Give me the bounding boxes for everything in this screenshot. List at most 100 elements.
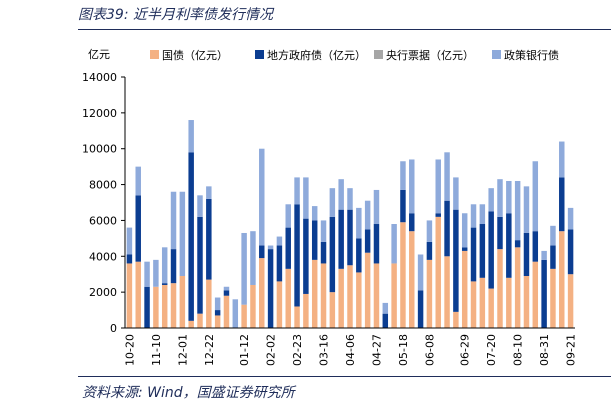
bar-guozhai-48 <box>550 268 556 328</box>
bar-difang-49 <box>559 177 565 232</box>
bar-guozhai-24 <box>338 268 344 328</box>
bar-difang-42 <box>497 216 503 250</box>
bar-zhengce-50 <box>567 207 574 230</box>
bar-zhengce-14 <box>250 231 256 285</box>
bar-zhengce-29 <box>382 302 389 314</box>
bar-guozhai-42 <box>497 249 503 328</box>
title-divider <box>78 29 611 30</box>
bar-zhengce-46 <box>532 161 539 232</box>
bar-guozhai-43 <box>506 277 512 328</box>
bar-difang-23 <box>329 216 336 293</box>
bar-zhengce-0 <box>126 227 133 255</box>
bar-difang-50 <box>567 229 574 275</box>
bar-guozhai-11 <box>223 295 230 328</box>
x-tick-label: 04-06 <box>344 334 357 366</box>
bar-difang-17 <box>276 245 283 282</box>
bar-guozhai-36 <box>444 256 450 328</box>
bar-guozhai-37 <box>453 311 459 328</box>
bar-difang-9 <box>206 198 212 280</box>
bar-zhengce-28 <box>373 189 380 225</box>
bar-difang-38 <box>461 247 468 251</box>
bar-guozhai-35 <box>435 216 441 328</box>
bar-guozhai-23 <box>329 292 336 328</box>
x-tick-label: 11-10 <box>150 334 163 366</box>
bar-zhengce-6 <box>179 191 186 276</box>
y-tick-label: 12000 <box>82 107 117 120</box>
bar-zhengce-7 <box>188 120 194 153</box>
bar-guozhai-0 <box>126 263 133 328</box>
bar-zhengce-45 <box>523 186 530 233</box>
bar-difang-46 <box>532 231 539 262</box>
bar-guozhai-27 <box>364 252 371 328</box>
bar-difang-44 <box>514 240 521 248</box>
bar-guozhai-1 <box>135 261 141 328</box>
bar-difang-25 <box>347 209 353 266</box>
bar-zhengce-39 <box>470 204 477 228</box>
bar-difang-40 <box>479 224 486 278</box>
y-axis-unit-label: 亿元 <box>88 48 110 61</box>
legend-swatch-guozhai <box>150 50 159 59</box>
bar-zhengce-41 <box>488 188 494 212</box>
x-tick-label: 12-01 <box>176 334 189 366</box>
bar-zhengce-10 <box>214 297 221 311</box>
legend-swatch-difang <box>255 50 264 59</box>
bar-guozhai-13 <box>241 304 247 328</box>
bar-difang-4 <box>161 283 168 285</box>
bar-difang-10 <box>214 310 221 316</box>
bar-zhengce-5 <box>170 191 177 250</box>
bar-difang-29 <box>382 313 389 328</box>
bar-zhengce-4 <box>161 247 168 284</box>
figure-title: 图表39: 近半月利率债发行情况 <box>78 7 273 23</box>
bar-difang-33 <box>417 290 424 328</box>
bar-difang-31 <box>400 189 406 223</box>
bar-zhengce-13 <box>241 232 247 305</box>
bar-zhengce-3 <box>153 259 159 287</box>
legend-swatch-yangxing <box>374 50 383 59</box>
bar-zhengce-42 <box>497 179 503 217</box>
y-tick-label: 6000 <box>89 214 117 227</box>
bar-guozhai-18 <box>285 268 291 328</box>
bar-zhengce-8 <box>197 195 203 217</box>
bar-zhengce-48 <box>550 225 556 246</box>
bar-difang-32 <box>409 213 415 232</box>
bar-guozhai-38 <box>461 250 468 328</box>
legend-label-yangxing: 央行票据（亿元） <box>386 48 474 62</box>
x-tick-label: 09-21 <box>565 334 578 366</box>
bar-guozhai-50 <box>567 274 574 328</box>
bar-difang-34 <box>426 241 433 260</box>
bar-zhengce-1 <box>135 166 141 196</box>
bar-guozhai-46 <box>532 261 539 328</box>
x-tick-label: 08-10 <box>512 334 525 366</box>
bar-guozhai-25 <box>347 265 353 328</box>
bar-guozhai-21 <box>311 259 318 328</box>
bar-difang-21 <box>311 220 318 260</box>
x-tick-label: 02-23 <box>291 334 304 366</box>
legend-label-guozhai: 国债（亿元） <box>162 48 228 62</box>
x-tick-label: 01-12 <box>238 334 251 366</box>
bar-zhengce-44 <box>514 180 521 241</box>
bar-difang-18 <box>285 227 291 269</box>
bar-zhengce-34 <box>426 220 433 242</box>
bar-difang-48 <box>550 245 556 269</box>
bar-guozhai-44 <box>514 247 521 328</box>
x-tick-label: 06-08 <box>423 334 436 366</box>
bar-guozhai-7 <box>188 320 194 328</box>
bar-difang-22 <box>320 241 327 264</box>
bar-guozhai-28 <box>373 263 380 328</box>
bar-difang-35 <box>435 213 441 217</box>
bar-difang-19 <box>294 204 300 307</box>
bar-zhengce-9 <box>206 186 212 199</box>
y-tick-label: 10000 <box>82 143 117 156</box>
bar-difang-1 <box>135 195 141 262</box>
bar-difang-11 <box>223 290 230 296</box>
bar-guozhai-26 <box>356 272 362 328</box>
bar-guozhai-30 <box>391 263 397 328</box>
bar-difang-7 <box>188 152 194 321</box>
x-tick-label: 04-27 <box>370 334 383 366</box>
bar-difang-5 <box>170 249 177 284</box>
bar-zhengce-27 <box>364 200 371 230</box>
bar-difang-8 <box>197 216 203 314</box>
bar-difang-43 <box>506 213 512 278</box>
bar-zhengce-37 <box>453 177 459 210</box>
bar-difang-39 <box>470 227 477 282</box>
